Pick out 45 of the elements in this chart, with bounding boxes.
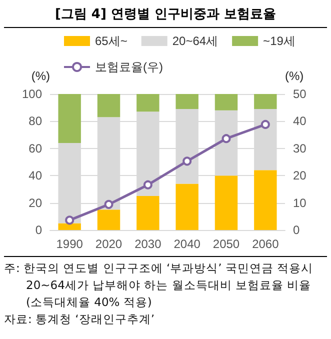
y2-tick-label: 0 bbox=[293, 223, 300, 237]
x-tick-label: 2020 bbox=[95, 237, 122, 251]
y-tick-label: 20 bbox=[28, 196, 42, 210]
point bbox=[182, 156, 192, 166]
x-tick-label: 2040 bbox=[174, 237, 201, 251]
x-tick-label: 2060 bbox=[252, 237, 280, 251]
y2-tick-label: 20 bbox=[293, 168, 307, 183]
legend-label: 보험료율(우) bbox=[95, 60, 163, 74]
point bbox=[222, 134, 231, 144]
bar bbox=[214, 94, 238, 110]
x-tick-label: 1990 bbox=[56, 237, 84, 251]
point bbox=[260, 120, 270, 129]
legend-label: 20~64세 bbox=[172, 34, 218, 48]
y-tick-label: 80 bbox=[28, 114, 42, 128]
legend-label: ~19세 bbox=[263, 34, 296, 48]
legend-label: 65세~ bbox=[95, 34, 128, 48]
x-tick-label: 2050 bbox=[212, 237, 240, 251]
bar bbox=[58, 223, 81, 230]
y2-axis-title: (%) bbox=[285, 69, 304, 83]
bar bbox=[58, 94, 81, 143]
bar bbox=[97, 210, 120, 230]
y2-tick-label: 30 bbox=[293, 141, 307, 156]
bar bbox=[176, 184, 198, 230]
bar bbox=[136, 94, 160, 112]
chart-title: [그림 4] 연령별 인구비중과 보험료율 bbox=[4, 0, 327, 28]
bar bbox=[254, 170, 277, 230]
y-tick-label: 100 bbox=[22, 87, 42, 101]
point bbox=[143, 180, 152, 190]
bar bbox=[97, 94, 120, 118]
bar bbox=[254, 94, 277, 109]
point bbox=[65, 216, 74, 225]
y-tick-label: 60 bbox=[28, 141, 42, 156]
bar bbox=[176, 94, 198, 109]
x-tick-label: 2030 bbox=[134, 237, 162, 251]
bar bbox=[136, 196, 160, 230]
y-tick-label: 40 bbox=[28, 168, 42, 183]
y-tick-label: 0 bbox=[35, 223, 42, 237]
y-axis-title: (%) bbox=[31, 69, 50, 83]
y2-tick-label: 40 bbox=[293, 114, 307, 128]
text: 자료: 통계청 ‘장래인구추계’ bbox=[4, 311, 156, 328]
bar bbox=[214, 176, 238, 230]
point bbox=[104, 200, 114, 209]
y2-tick-label: 10 bbox=[293, 196, 307, 210]
text: 주: 한국의 연도별 인구구조에 ‘부과방식’ 국민연금 적용시 20~64세가 납부해야 하는 월소득대비 보험료율 비율 (소득대체율 40% 적용) bbox=[4, 260, 314, 311]
y2-tick-label: 50 bbox=[293, 87, 307, 101]
